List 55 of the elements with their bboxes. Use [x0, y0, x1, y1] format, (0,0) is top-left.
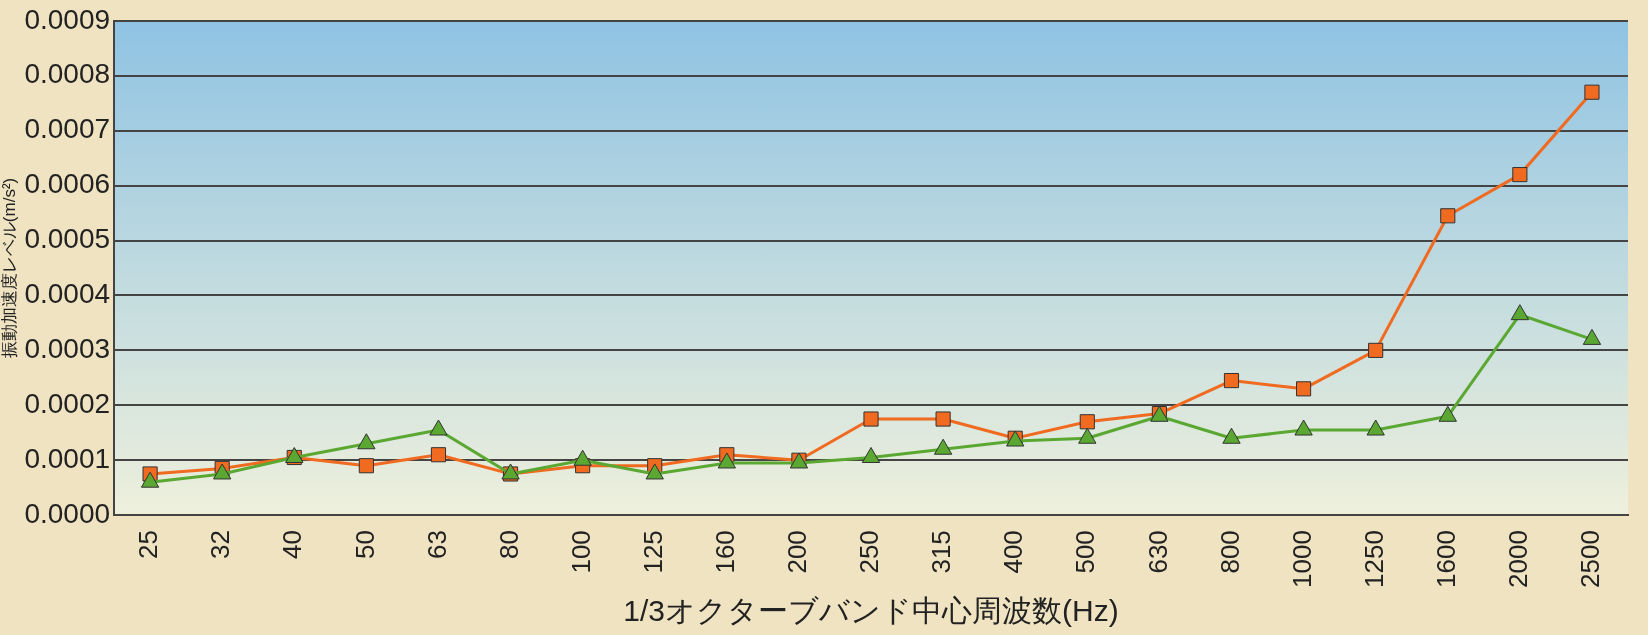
point	[140, 471, 160, 488]
point	[1440, 208, 1456, 224]
x-tick-label: 25	[133, 530, 164, 560]
x-tick-label: 80	[493, 530, 524, 560]
y-tick-label: 0.0004	[24, 278, 111, 310]
x-axis-title: 1/3オクターブバンド中心周波数(Hz)	[623, 594, 1119, 628]
point	[1582, 328, 1602, 345]
point	[1512, 167, 1528, 183]
x-tick-label: 1000	[1286, 530, 1317, 588]
point	[861, 446, 881, 463]
point	[1510, 304, 1530, 321]
point	[1294, 419, 1313, 436]
x-tick-label: 40	[277, 530, 308, 560]
point	[1368, 342, 1384, 358]
x-tick-label: 2500	[1575, 530, 1606, 588]
y-tick-label: 0.0006	[24, 168, 111, 200]
point	[933, 438, 953, 455]
x-tick-label: 1600	[1430, 530, 1461, 588]
y-tick-label: 0.0007	[24, 113, 111, 145]
point	[573, 449, 592, 466]
y-tick-label: 0.0000	[24, 497, 111, 529]
y-tick-label: 0.0001	[24, 442, 111, 474]
point	[717, 452, 736, 469]
x-tick-label: 800	[1214, 530, 1245, 574]
x-tick-label: 315	[926, 530, 957, 574]
y-tick-label: 0.0008	[24, 58, 111, 90]
x-tick-label: 630	[1142, 530, 1173, 574]
point	[1366, 419, 1385, 436]
x-tick-label: 32	[205, 530, 236, 560]
point	[1584, 84, 1600, 100]
point	[1222, 427, 1241, 444]
y-axis-title: 振動加速度レベル(m/s²)	[0, 177, 19, 359]
point	[645, 463, 664, 480]
y-tick-label: 0.0005	[24, 223, 111, 255]
x-tick-label: 1250	[1358, 530, 1389, 588]
x-tick-label: 500	[1070, 530, 1101, 574]
point	[357, 433, 376, 450]
x-tick-label: 160	[710, 530, 741, 574]
x-tick-label: 2000	[1503, 530, 1534, 588]
x-tick-label: 400	[998, 530, 1029, 574]
x-tick-label: 63	[421, 530, 452, 560]
point	[1296, 381, 1312, 397]
y-tick-label: 0.0009	[24, 3, 111, 35]
y-tick-label: 0.0003	[24, 333, 111, 365]
x-tick-label: 250	[854, 530, 885, 574]
x-tick-label: 125	[637, 530, 668, 574]
point	[863, 411, 879, 427]
y-tick-label: 0.0002	[24, 388, 111, 420]
point	[1078, 427, 1097, 444]
point	[429, 419, 448, 436]
point	[1438, 405, 1457, 422]
x-tick-label: 200	[782, 530, 813, 574]
x-tick-label: 100	[565, 530, 596, 574]
point	[935, 411, 951, 427]
x-tick-label: 50	[349, 530, 380, 560]
